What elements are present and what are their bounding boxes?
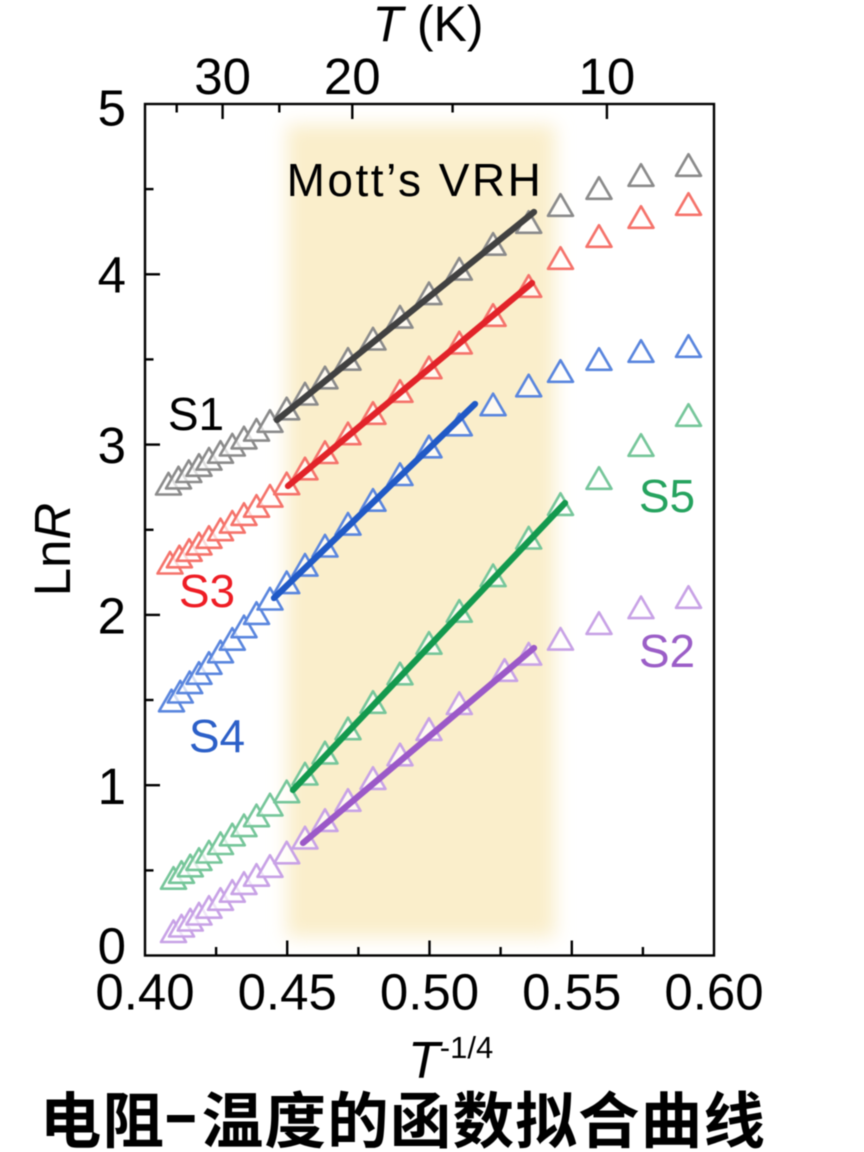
svg-text:0: 0	[98, 918, 126, 975]
svg-text:LnR: LnR	[24, 503, 81, 597]
svg-text:Mott’s VRH: Mott’s VRH	[287, 154, 544, 206]
svg-text:4: 4	[98, 247, 126, 304]
svg-text:0.50: 0.50	[380, 964, 479, 1021]
svg-text:2: 2	[98, 588, 126, 645]
svg-text:5: 5	[98, 80, 126, 137]
svg-text:S5: S5	[639, 470, 695, 522]
svg-text:S1: S1	[168, 388, 224, 440]
svg-text:S2: S2	[639, 625, 695, 677]
svg-text:10: 10	[579, 48, 636, 105]
svg-text:T (K): T (K)	[372, 0, 483, 52]
svg-text:S4: S4	[189, 710, 245, 762]
svg-text:1: 1	[98, 758, 126, 815]
svg-text:0.45: 0.45	[238, 964, 337, 1021]
svg-text:0.55: 0.55	[522, 964, 621, 1021]
svg-text:20: 20	[324, 48, 381, 105]
svg-text:30: 30	[194, 48, 251, 105]
svg-text:0.60: 0.60	[664, 964, 763, 1021]
svg-text:3: 3	[98, 417, 126, 474]
svg-text:S3: S3	[179, 565, 235, 617]
svg-text:0.40: 0.40	[95, 964, 194, 1021]
